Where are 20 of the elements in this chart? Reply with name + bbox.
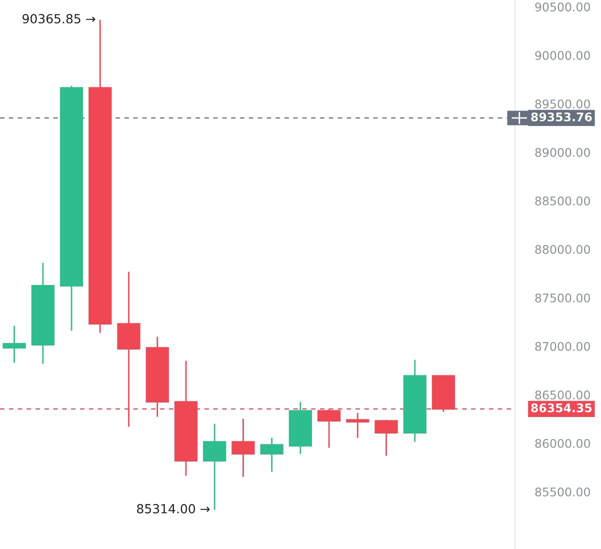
y-tick-label: 89500.00 [535,100,590,108]
y-tick-label: 90500.00 [535,2,590,12]
y-tick-label: 89000.00 [535,148,590,157]
candlestick [346,412,370,439]
ref-line-label: 89353.76 [531,112,592,122]
annotation: 90365.85 → [22,14,96,24]
candlestick [374,419,398,456]
y-tick-label: 86500.00 [535,390,590,400]
y-tick-label: 87000.00 [535,342,590,351]
y-tick-label: 86000.00 [535,438,590,448]
y-tick-label: 87500.00 [535,294,590,302]
candlestick [260,437,284,472]
y-tick-label: 90000.00 [535,51,590,60]
candlestick [232,418,255,478]
annotation: 85314.00 → [137,504,210,514]
candlestick [2,325,26,364]
ref-line-label: 86354.35 [531,403,592,412]
y-tick-label: 85500.00 [535,487,590,496]
y-tick-label: 88500.00 [535,196,590,206]
y-tick-label: 88000.00 [535,245,590,254]
